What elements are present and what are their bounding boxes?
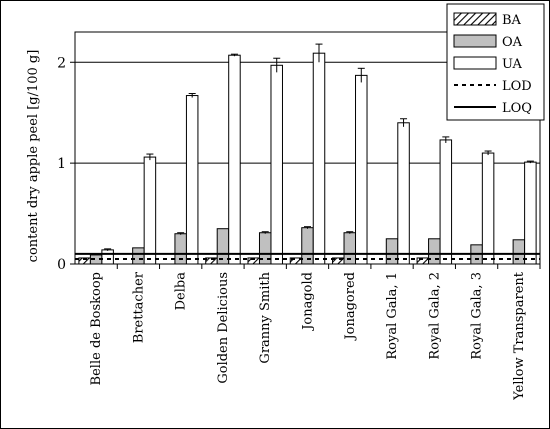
bar-ua: [481, 152, 495, 265]
bar-oa: [132, 247, 145, 265]
bar-ua: [312, 52, 326, 265]
legend-label-loq: LOQ: [502, 101, 532, 116]
plot-area: 0 1 2 Belle de Boskoop Brettacher Delba Golden…: [57, 31, 541, 401]
x-tick-label: Royal Gala, 2: [427, 272, 442, 360]
legend-swatch-ba: [453, 12, 497, 26]
bar-ua: [270, 64, 283, 265]
bar-ua: [143, 156, 157, 265]
bar-ua: [101, 249, 114, 265]
x-tick-label: Jonagold: [301, 272, 316, 332]
x-tick-label: Royal Gala, 1: [385, 272, 400, 360]
y-axis-title: content dry apple peel [g/100 g]: [26, 50, 41, 263]
x-tick-label: Yellow Transparent: [512, 271, 527, 401]
x-tick-label: Royal Gala, 3: [470, 272, 485, 360]
x-tick-label: Belle de Boskoop: [89, 272, 104, 385]
bar-ua: [524, 161, 537, 265]
x-tick-label: Golden Delicious: [216, 272, 231, 384]
legend-label-ua: UA: [502, 57, 523, 72]
x-tick-label: Jonagored: [343, 272, 358, 342]
legend-swatch-oa: [453, 34, 497, 48]
bar-ua: [439, 139, 453, 265]
bar-oa: [512, 239, 526, 265]
legend-label-lod: LOD: [502, 79, 532, 94]
bar-oa: [385, 238, 399, 265]
bar-ua: [397, 122, 410, 265]
y-tick-label: 2: [57, 55, 66, 71]
bar-ua: [185, 95, 199, 265]
bar-ua: [355, 74, 368, 265]
bar-ua: [228, 54, 241, 265]
x-tick-label: Brettacher: [131, 271, 146, 343]
x-tick-label: Granny Smith: [258, 271, 273, 363]
x-tick-label: Delba: [174, 272, 189, 311]
y-tick-label: 1: [57, 156, 66, 172]
legend-swatch-ua: [453, 56, 497, 70]
legend: BA OA UA LOD LOQ: [446, 3, 545, 121]
legend-label-ba: BA: [502, 13, 522, 28]
legend-label-oa: OA: [502, 35, 523, 50]
y-tick-label: 0: [57, 257, 66, 273]
bar-oa: [428, 238, 441, 265]
